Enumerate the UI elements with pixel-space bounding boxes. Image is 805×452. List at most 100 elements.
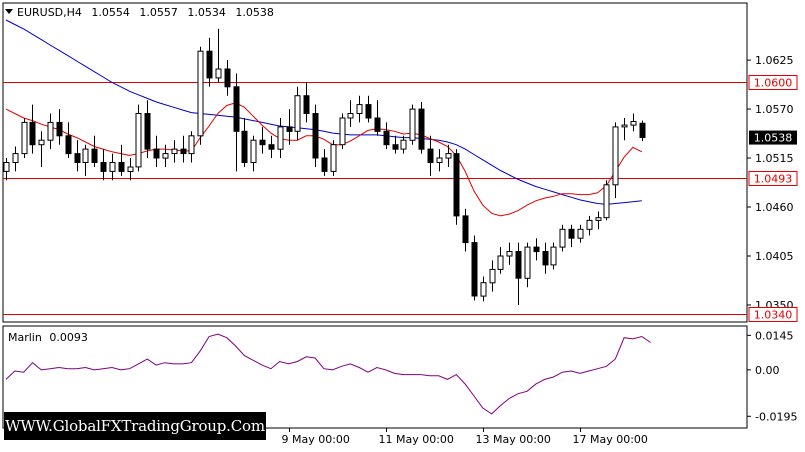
- candle: [392, 135, 399, 154]
- candle: [462, 208, 469, 252]
- candle: [603, 180, 610, 221]
- candle: [162, 144, 169, 167]
- candle: [56, 109, 63, 145]
- time-tick-label: 13 May 00:00: [476, 433, 551, 446]
- candle: [224, 60, 231, 96]
- candle: [135, 104, 142, 172]
- price-tick-label: 1.0625: [755, 54, 794, 67]
- price-tick-label: 1.0570: [755, 103, 794, 116]
- candle: [206, 37, 213, 87]
- level-label: 1.0493: [754, 173, 793, 186]
- candle: [286, 109, 293, 145]
- candle: [188, 131, 195, 163]
- level-label-box: [748, 307, 798, 322]
- candle: [577, 224, 584, 243]
- candle: [515, 242, 522, 305]
- brand-watermark: WWW.GlobalFXTradingGroup.Com: [4, 412, 266, 440]
- horizontal-levels: [3, 82, 747, 315]
- price-tick-label: 1.0405: [755, 250, 794, 263]
- candle: [542, 242, 549, 274]
- ma-fast-line: [5, 102, 643, 217]
- candle: [365, 95, 372, 123]
- candle: [47, 113, 54, 150]
- candle: [383, 122, 390, 150]
- time-axis[interactable]: 9 May 00:00 11 May 00:00 13 May 00:00 17 Ma…: [282, 428, 648, 446]
- candle: [639, 120, 646, 142]
- current-price-box: [749, 130, 797, 145]
- candle: [347, 100, 354, 127]
- ma-slow-line: [5, 19, 642, 205]
- candle: [171, 140, 178, 163]
- candle: [480, 276, 487, 302]
- level-label-box: [748, 75, 798, 90]
- candle: [612, 122, 619, 199]
- candle: [595, 211, 602, 230]
- candle: [91, 135, 98, 167]
- candle: [621, 118, 628, 141]
- candle: [241, 118, 248, 167]
- candle: [153, 135, 160, 167]
- level-label: 1.0340: [754, 309, 793, 322]
- high-value: 1.0557: [139, 6, 178, 19]
- candle: [233, 73, 240, 172]
- candle: [497, 247, 504, 274]
- candles: [3, 28, 646, 305]
- level-label-box: [748, 171, 798, 186]
- indicator-axis[interactable]: 0.0145 0.00 -0.0195: [747, 329, 797, 423]
- candle: [418, 101, 425, 154]
- candle: [312, 104, 319, 167]
- candle: [445, 144, 452, 167]
- indicator-tick-label: 0.00: [755, 364, 780, 377]
- candle: [268, 135, 275, 158]
- time-tick-label: 17 May 00:00: [573, 433, 648, 446]
- current-price-label: 1.0538: [749, 130, 797, 145]
- price-tick-label: 1.0460: [755, 201, 794, 214]
- time-tick-label: 11 May 00:00: [379, 433, 454, 446]
- candle: [127, 158, 134, 181]
- candle: [21, 118, 28, 158]
- candle: [586, 215, 593, 236]
- candle: [436, 149, 443, 172]
- candle: [109, 153, 116, 181]
- candle: [65, 122, 72, 158]
- candle: [294, 86, 301, 141]
- candle: [550, 242, 557, 270]
- candle: [180, 135, 187, 163]
- indicator-title: Marlin 0.0093: [8, 331, 88, 344]
- candle: [427, 135, 434, 176]
- level-label: 1.0600: [754, 77, 793, 90]
- price-tick-label: 1.0515: [755, 152, 794, 165]
- svg-text:EURUSD,H4 1.0554 1: EURUSD,H4 1.0554 1.0557 1.0534 1.0538: [17, 6, 274, 19]
- open-value: 1.0554: [91, 6, 130, 19]
- level-price-labels: 1.0600 1.0493 1.0340: [748, 75, 798, 322]
- indicator-tick-label: -0.0195: [755, 410, 797, 423]
- candle: [471, 235, 478, 301]
- collapse-triangle-icon[interactable]: [5, 9, 13, 14]
- candle: [356, 95, 363, 123]
- candle: [374, 100, 381, 136]
- current-price-value: 1.0538: [754, 132, 793, 145]
- candle: [277, 118, 284, 158]
- symbol-header: EURUSD,H4 1.0554 1.0557 1.0534 1.0538: [5, 6, 274, 19]
- candle: [3, 158, 10, 181]
- candle: [489, 260, 496, 292]
- candle: [630, 113, 637, 132]
- candle: [533, 238, 540, 261]
- candle: [250, 135, 257, 172]
- candle: [409, 104, 416, 145]
- candle: [559, 224, 566, 252]
- candle: [568, 224, 575, 248]
- price-pane[interactable]: [2, 2, 748, 323]
- candle: [29, 104, 36, 154]
- indicator-pane[interactable]: [2, 325, 748, 429]
- candle: [82, 144, 89, 176]
- indicator-tick-label: 0.0145: [755, 329, 794, 342]
- time-tick-label: 9 May 00:00: [282, 433, 350, 446]
- candle: [506, 242, 513, 265]
- candle: [339, 113, 346, 150]
- candle: [100, 149, 107, 181]
- close-value: 1.0538: [235, 6, 274, 19]
- candle: [215, 28, 222, 83]
